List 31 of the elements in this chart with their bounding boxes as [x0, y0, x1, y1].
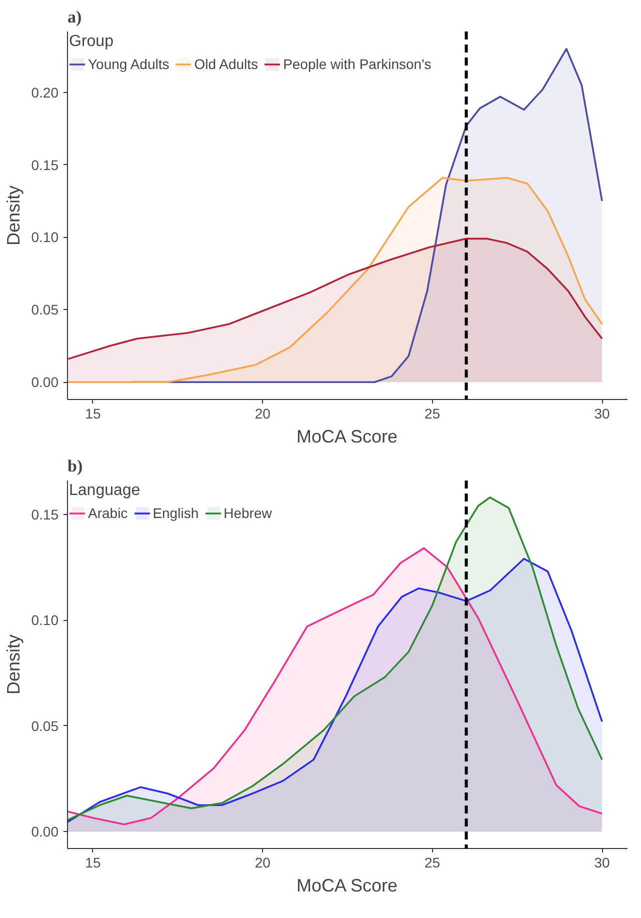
y-tick-label: 0.05 [31, 718, 59, 734]
legend-label: Young Adults [88, 56, 170, 72]
legend-label: English [152, 505, 199, 521]
y-axis-title: Density [3, 185, 24, 246]
x-axis-title: MoCA Score [296, 426, 398, 446]
x-tick-label: 20 [254, 854, 271, 870]
x-tick-label: 30 [594, 854, 610, 870]
y-tick-label: 0.15 [31, 506, 59, 522]
legend-label: Hebrew [224, 505, 272, 521]
y-tick-label: 0.05 [31, 302, 59, 318]
y-axis-title: Density [3, 634, 24, 695]
x-axis-title: MoCA Score [296, 876, 398, 896]
legend-label: Old Adults [194, 56, 258, 72]
x-tick-label: 25 [424, 406, 440, 422]
legend-title: Group [69, 33, 114, 51]
y-tick-label: 0.00 [31, 824, 59, 840]
x-tick-label: 25 [424, 854, 440, 870]
legend-title: Language [69, 482, 142, 500]
y-tick-label: 0.10 [31, 612, 59, 628]
chart-title: b) [68, 456, 83, 476]
x-tick-label: 30 [594, 406, 610, 422]
y-tick-label: 0.15 [31, 156, 59, 173]
x-tick-label: 15 [85, 406, 101, 422]
y-tick-label: 0.00 [31, 374, 59, 390]
chart-title: a) [68, 8, 82, 26]
legend-label: People with Parkinson's [283, 56, 432, 72]
x-tick-label: 20 [254, 406, 271, 422]
x-tick-label: 15 [85, 854, 101, 870]
legend-label: Arabic [88, 505, 128, 521]
y-tick-label: 0.10 [31, 229, 59, 246]
y-tick-label: 0.20 [31, 84, 59, 100]
